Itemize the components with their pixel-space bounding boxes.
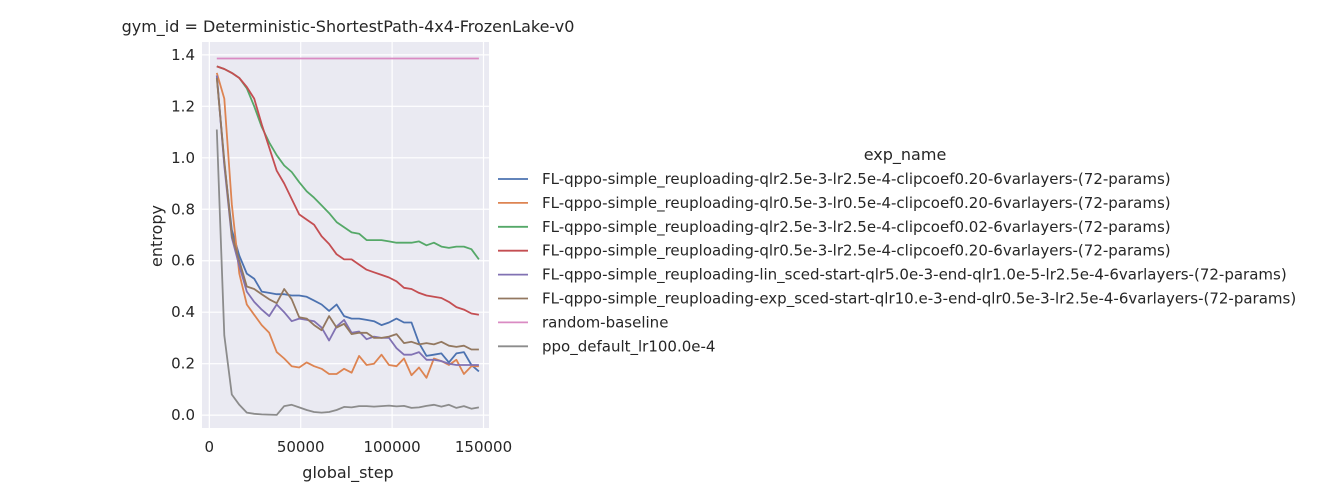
legend-item: FL-qppo-simple_reuploading-qlr2.5e-3-lr2…: [498, 170, 1171, 189]
x-tick-label: 100000: [363, 438, 420, 456]
legend-label: FL-qppo-simple_reuploading-qlr0.5e-3-lr0…: [542, 194, 1171, 213]
series-line: [215, 75, 480, 373]
chart-title: gym_id = Deterministic-ShortestPath-4x4-…: [122, 17, 575, 37]
y-tick-label: 1.0: [171, 149, 195, 167]
series-line: [215, 77, 479, 351]
series-line: [215, 75, 479, 366]
y-axis-label: entropy: [147, 205, 166, 267]
legend-label: FL-qppo-simple_reuploading-qlr0.5e-3-lr2…: [542, 242, 1171, 261]
legend-item: random-baseline: [498, 313, 668, 331]
legend-item: FL-qppo-simple_reuploading-qlr0.5e-3-lr2…: [498, 242, 1171, 261]
legend-item: FL-qppo-simple_reuploading-qlr0.5e-3-lr0…: [498, 194, 1171, 213]
legend-items: FL-qppo-simple_reuploading-qlr2.5e-3-lr2…: [498, 170, 1296, 356]
y-axis-ticks: 0.0 0.2 0.4 0.6 0.8 1.0 1.2 1.4: [171, 46, 195, 424]
x-axis-ticks: 0 50000 100000 150000: [205, 438, 513, 456]
legend-label: random-baseline: [542, 313, 668, 331]
series-line: [215, 129, 480, 416]
y-tick-label: 0.4: [171, 303, 195, 321]
legend-item: ppo_default_lr100.0e-4: [498, 337, 715, 356]
y-tick-label: 1.2: [171, 97, 195, 115]
legend-item: FL-qppo-simple_reuploading-qlr2.5e-3-lr2…: [498, 218, 1171, 237]
y-tick-label: 0.6: [171, 252, 195, 270]
legend-item: FL-qppo-simple_reuploading-exp_sced-star…: [498, 290, 1296, 309]
x-axis-label: global_step: [302, 463, 393, 483]
series-line: [216, 65, 480, 316]
legend-label: FL-qppo-simple_reuploading-qlr2.5e-3-lr2…: [542, 218, 1171, 237]
legend-title: exp_name: [864, 145, 947, 165]
series-line: [216, 65, 480, 260]
x-tick-label: 0: [205, 438, 215, 456]
x-tick-label: 150000: [455, 438, 512, 456]
legend-label: FL-qppo-simple_reuploading-lin_sced-star…: [542, 266, 1287, 285]
y-tick-label: 0.2: [171, 355, 195, 373]
legend-label: FL-qppo-simple_reuploading-exp_sced-star…: [542, 290, 1296, 309]
y-tick-label: 0.0: [171, 406, 195, 424]
legend: exp_name FL-qppo-simple_reuploading-qlr2…: [498, 145, 1296, 356]
series-line: [215, 72, 479, 379]
y-tick-label: 0.8: [171, 200, 195, 218]
legend-item: FL-qppo-simple_reuploading-lin_sced-star…: [498, 266, 1287, 285]
x-tick-label: 50000: [277, 438, 325, 456]
gridlines: [202, 42, 489, 428]
legend-label: ppo_default_lr100.0e-4: [542, 337, 715, 356]
y-tick-label: 1.4: [171, 46, 195, 64]
legend-label: FL-qppo-simple_reuploading-qlr2.5e-3-lr2…: [542, 170, 1171, 189]
series-lines: [215, 57, 480, 416]
